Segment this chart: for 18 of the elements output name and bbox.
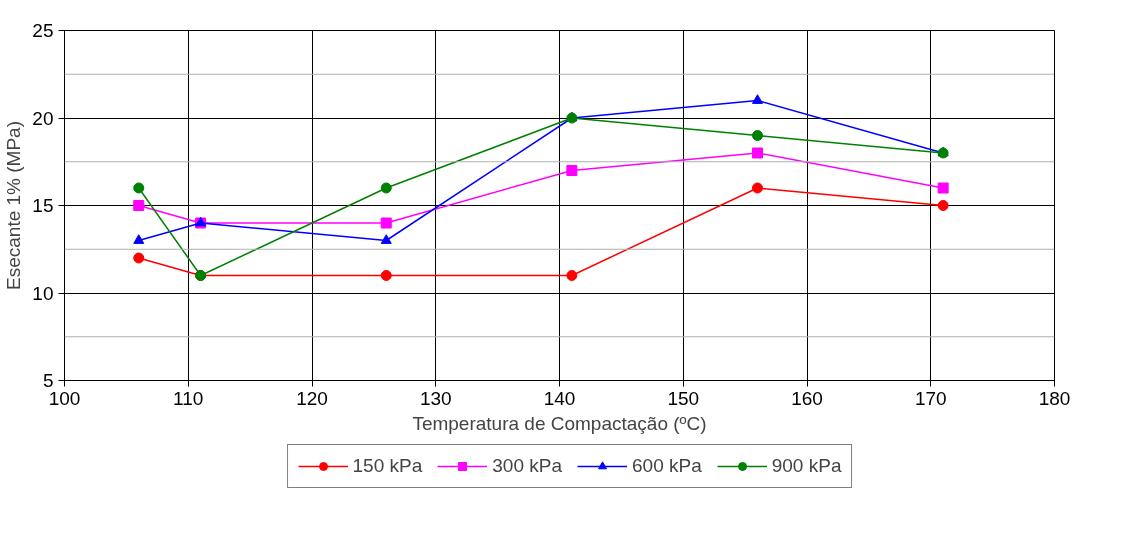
x-tick-label: 120 [296,387,328,409]
x-tick-label: 130 [419,387,452,409]
legend-label: 600 kPa [632,455,702,477]
y-tick-label: 25 [32,20,54,41]
legend-label: 900 kPa [771,455,842,477]
x-axis-title: Temperatura de Compactação (ºC) [412,412,707,434]
x-tick-label: 180 [1038,387,1071,409]
y-tick-label: 20 [32,107,54,129]
x-tick-label: 110 [173,387,204,409]
y-tick-label: 15 [32,195,54,216]
y-tick-label: 10 [32,282,54,304]
x-tick-label: 170 [914,387,947,409]
legend-label: 150 kPa [352,455,423,477]
x-tick-label: 140 [543,387,576,409]
legend-label: 300 kPa [492,455,562,477]
y-axis-title: Esecante 1% (MPa) [3,121,25,290]
x-tick-label: 150 [667,387,700,409]
x-tick-label: 160 [791,387,823,409]
